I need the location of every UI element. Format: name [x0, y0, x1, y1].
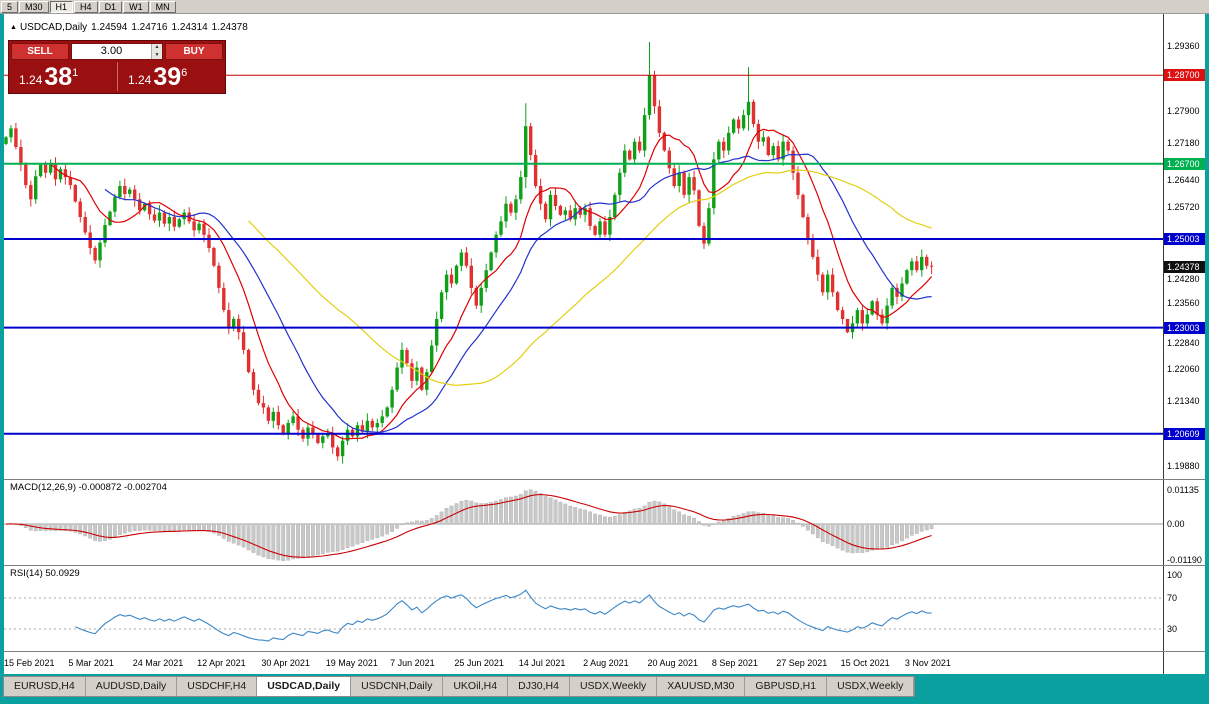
chart-canvas[interactable]: [4, 14, 1163, 674]
date-label: 25 Jun 2021: [454, 658, 504, 668]
price-level-badge: 1.25003: [1164, 233, 1205, 245]
rsi-tick: 30: [1167, 624, 1178, 634]
volume-spinner: ▲ ▼: [151, 44, 162, 59]
date-label: 15 Oct 2021: [840, 658, 890, 668]
buy-button[interactable]: BUY: [165, 43, 223, 60]
tab-eurusd-h4[interactable]: EURUSD,H4: [4, 677, 86, 696]
chart-expand-icon[interactable]: ▲: [10, 24, 17, 31]
tab-usdx-weekly[interactable]: USDX,Weekly: [570, 677, 658, 696]
macd-indicator-label: MACD(12,26,9) -0.000872 -0.002704: [10, 482, 167, 493]
ohlc-low: 1.24314: [171, 22, 208, 33]
price-tick: 1.26440: [1167, 175, 1200, 186]
date-label: 15 Feb 2021: [4, 658, 55, 668]
price-tick: 1.21340: [1167, 396, 1200, 407]
date-label: 3 Nov 2021: [904, 658, 951, 668]
one-click-trade-panel: SELL 3.00 ▲ ▼ BUY 1.24 38 1 1.24: [8, 40, 226, 94]
volume-value[interactable]: 3.00: [100, 45, 123, 57]
price-tick: 1.29360: [1167, 41, 1200, 51]
chart-tabs: EURUSD,H4 AUDUSD,Daily USDCHF,H4 USDCAD,Dai…: [3, 676, 916, 697]
tab-usdx-weekly[interactable]: USDX,Weekly: [827, 677, 915, 696]
tab-usdchf-h4[interactable]: USDCHF,H4: [177, 677, 258, 696]
rsi-tick: 100: [1167, 569, 1183, 580]
date-label: 14 Jul 2021: [518, 658, 566, 668]
ohlc-high: 1.24716: [131, 22, 168, 33]
date-label: 2 Aug 2021: [583, 658, 629, 668]
date-label: 20 Aug 2021: [647, 658, 699, 668]
date-label: 5 Mar 2021: [68, 658, 114, 668]
sell-price[interactable]: 1.24 38 1: [9, 62, 117, 91]
sell-price-prefix: 1.24: [19, 73, 43, 87]
price-tick: 1.22840: [1167, 337, 1200, 348]
sell-button[interactable]: SELL: [11, 43, 69, 60]
tab-xauusd-m30[interactable]: XAUUSD,M30: [657, 677, 746, 696]
timeframe-button-h1[interactable]: H1: [49, 0, 74, 13]
price-tick: 1.25720: [1167, 202, 1200, 213]
buy-price-sup: 6: [181, 67, 188, 79]
sell-price-sup: 1: [72, 67, 79, 79]
timeframe-button-d1[interactable]: D1: [98, 0, 123, 13]
date-label: 27 Sep 2021: [776, 658, 828, 668]
ohlc-close: 1.24378: [211, 22, 248, 33]
tab-ukoil-h4[interactable]: UKOil,H4: [443, 677, 509, 696]
rsi-tick: 70: [1167, 593, 1178, 603]
timeframe-button-w1[interactable]: W1: [123, 0, 149, 13]
chart-tabbar: EURUSD,H4 AUDUSD,Daily USDCHF,H4 USDCAD,Dai…: [0, 674, 1209, 704]
timeframe-toolbar: 5 M30 H1 H4 D1 W1 MN: [0, 0, 1209, 14]
date-label: 8 Sep 2021: [711, 658, 758, 668]
price-tick: 1.27180: [1167, 137, 1200, 148]
timeframe-button-mn[interactable]: MN: [149, 0, 176, 13]
date-label: 19 May 2021: [325, 658, 378, 668]
price-level-badge: 1.28700: [1164, 69, 1205, 82]
tab-audusd-daily[interactable]: AUDUSD,Daily: [86, 677, 178, 696]
price-tick: 1.24280: [1167, 274, 1200, 285]
price-tick: 1.23560: [1167, 298, 1200, 308]
price-level-badge: 1.23003: [1164, 321, 1205, 334]
volume-up-icon[interactable]: ▲: [152, 44, 162, 52]
timeframe-button-m30[interactable]: M30: [19, 0, 49, 13]
macd-tick: -0.01190: [1167, 554, 1202, 565]
price-scale-separator[interactable]: [1163, 14, 1164, 674]
date-label: 30 Apr 2021: [261, 658, 310, 668]
volume-down-icon[interactable]: ▼: [152, 51, 162, 59]
price-tick: 1.22060: [1167, 364, 1200, 375]
volume-field[interactable]: 3.00 ▲ ▼: [71, 43, 163, 60]
price-scale[interactable]: 1.29360 1.28700 1.27900 1.27180 1.26700 1.264…: [1164, 14, 1205, 674]
buy-price-prefix: 1.24: [128, 73, 152, 87]
sell-price-big: 38: [44, 63, 73, 91]
rsi-indicator-label: RSI(14) 50.0929: [10, 568, 80, 579]
tab-usdcad-daily[interactable]: USDCAD,Daily: [257, 677, 352, 696]
timeframe-button-5[interactable]: 5: [1, 0, 19, 13]
date-label: 7 Jun 2021: [390, 658, 435, 668]
price-level-badge: 1.24378: [1164, 260, 1205, 273]
ohlc-open: 1.24594: [91, 22, 128, 33]
panel-divider-rsi[interactable]: [4, 565, 1205, 566]
macd-tick: 0.00: [1167, 519, 1185, 529]
chart-panel: ▲ USDCAD,Daily 1.24594 1.24716 1.24314 1.2437…: [4, 14, 1163, 674]
price-level-badge: 1.20609: [1164, 427, 1205, 440]
tab-gbpusd-h1[interactable]: GBPUSD,H1: [745, 677, 828, 696]
panel-divider-macd[interactable]: [4, 479, 1205, 480]
timeframe-button-h4[interactable]: H4: [74, 0, 98, 13]
price-tick: 1.27900: [1167, 105, 1200, 116]
tab-dj30-h4[interactable]: DJ30,H4: [508, 677, 570, 696]
macd-tick: 0.01135: [1167, 485, 1199, 495]
chart-title: ▲ USDCAD,Daily 1.24594 1.24716 1.24314 1.2437…: [10, 22, 252, 33]
date-label: 24 Mar 2021: [132, 658, 184, 668]
date-label: 12 Apr 2021: [197, 658, 246, 668]
tab-usdcnh-daily[interactable]: USDCNH,Daily: [351, 677, 444, 696]
price-tick: 1.19880: [1167, 461, 1200, 471]
date-axis: 15 Feb 2021 5 Mar 2021 24 Mar 2021 12 Apr 2…: [4, 652, 1163, 674]
price-level-badge: 1.26700: [1164, 157, 1205, 170]
chart-symbol: USDCAD,Daily: [19, 22, 88, 33]
panel-divider-axis: [4, 651, 1205, 652]
buy-price[interactable]: 1.24 39 6: [117, 62, 225, 91]
buy-price-big: 39: [153, 63, 182, 91]
